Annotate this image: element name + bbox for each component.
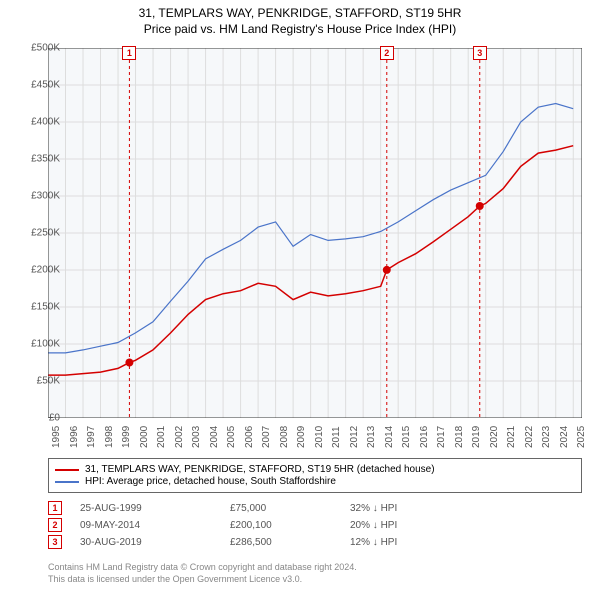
- ytick-label: £300K: [16, 191, 60, 202]
- xtick-label: 2012: [349, 426, 360, 448]
- xtick-label: 1995: [51, 426, 62, 448]
- ytick-label: £50K: [16, 376, 60, 387]
- event-price: £200,100: [230, 520, 350, 531]
- xtick-label: 2006: [244, 426, 255, 448]
- xtick-label: 2001: [156, 426, 167, 448]
- event-row: 2 09-MAY-2014£200,10020% ↓ HPI: [48, 518, 582, 532]
- ytick-label: £150K: [16, 302, 60, 313]
- xtick-label: 1998: [104, 426, 115, 448]
- event-badge: 3: [48, 535, 62, 549]
- xtick-label: 2021: [506, 426, 517, 448]
- xtick-label: 2000: [139, 426, 150, 448]
- chart-title: 31, TEMPLARS WAY, PENKRIDGE, STAFFORD, S…: [0, 6, 600, 20]
- xtick-label: 2014: [384, 426, 395, 448]
- xtick-label: 2002: [174, 426, 185, 448]
- xtick-label: 2009: [296, 426, 307, 448]
- legend-swatch: [55, 469, 79, 471]
- event-date: 25-AUG-1999: [80, 503, 230, 514]
- event-flag-badge: 2: [380, 46, 394, 60]
- xtick-label: 2016: [419, 426, 430, 448]
- event-row: 1 25-AUG-1999£75,00032% ↓ HPI: [48, 501, 582, 515]
- legend-item: HPI: Average price, detached house, Sout…: [55, 476, 575, 487]
- legend-label: HPI: Average price, detached house, Sout…: [85, 476, 336, 487]
- line-chart-svg: [48, 48, 582, 418]
- legend-label: 31, TEMPLARS WAY, PENKRIDGE, STAFFORD, S…: [85, 464, 435, 475]
- xtick-label: 2015: [401, 426, 412, 448]
- event-flag-badge: 1: [122, 46, 136, 60]
- legend-box: 31, TEMPLARS WAY, PENKRIDGE, STAFFORD, S…: [48, 458, 582, 493]
- ytick-label: £450K: [16, 80, 60, 91]
- attribution-text: Contains HM Land Registry data © Crown c…: [48, 562, 357, 585]
- attribution-line2: This data is licensed under the Open Gov…: [48, 574, 357, 586]
- ytick-label: £400K: [16, 117, 60, 128]
- ytick-label: £200K: [16, 265, 60, 276]
- xtick-label: 2022: [524, 426, 535, 448]
- event-badge: 2: [48, 518, 62, 532]
- chart-container: 31, TEMPLARS WAY, PENKRIDGE, STAFFORD, S…: [0, 6, 600, 596]
- xtick-label: 2018: [454, 426, 465, 448]
- xtick-label: 2003: [191, 426, 202, 448]
- event-date: 09-MAY-2014: [80, 520, 230, 531]
- xtick-label: 2008: [279, 426, 290, 448]
- event-hpi-diff: 32% ↓ HPI: [350, 503, 397, 514]
- xtick-label: 2025: [576, 426, 587, 448]
- event-price: £286,500: [230, 537, 350, 548]
- xtick-label: 2013: [366, 426, 377, 448]
- event-row: 3 30-AUG-2019£286,50012% ↓ HPI: [48, 535, 582, 549]
- ytick-label: £0: [16, 413, 60, 424]
- xtick-label: 2010: [314, 426, 325, 448]
- xtick-label: 2011: [331, 426, 342, 448]
- ytick-label: £350K: [16, 154, 60, 165]
- xtick-label: 1996: [69, 426, 80, 448]
- xtick-label: 2020: [489, 426, 500, 448]
- legend-swatch: [55, 481, 79, 483]
- xtick-label: 2007: [261, 426, 272, 448]
- chart-area: 1 2 3: [48, 48, 582, 418]
- xtick-label: 2005: [226, 426, 237, 448]
- xtick-label: 2024: [559, 426, 570, 448]
- chart-subtitle: Price paid vs. HM Land Registry's House …: [0, 22, 600, 36]
- events-table: 1 25-AUG-1999£75,00032% ↓ HPI 2 09-MAY-2014…: [48, 498, 582, 552]
- attribution-line1: Contains HM Land Registry data © Crown c…: [48, 562, 357, 574]
- event-hpi-diff: 12% ↓ HPI: [350, 537, 397, 548]
- legend-item: 31, TEMPLARS WAY, PENKRIDGE, STAFFORD, S…: [55, 464, 575, 475]
- xtick-label: 1997: [86, 426, 97, 448]
- event-price: £75,000: [230, 503, 350, 514]
- event-hpi-diff: 20% ↓ HPI: [350, 520, 397, 531]
- xtick-label: 1999: [121, 426, 132, 448]
- event-flag-badge: 3: [473, 46, 487, 60]
- event-date: 30-AUG-2019: [80, 537, 230, 548]
- xtick-label: 2019: [471, 426, 482, 448]
- xtick-label: 2017: [436, 426, 447, 448]
- xtick-label: 2023: [541, 426, 552, 448]
- ytick-label: £100K: [16, 339, 60, 350]
- event-badge: 1: [48, 501, 62, 515]
- ytick-label: £500K: [16, 43, 60, 54]
- ytick-label: £250K: [16, 228, 60, 239]
- xtick-label: 2004: [209, 426, 220, 448]
